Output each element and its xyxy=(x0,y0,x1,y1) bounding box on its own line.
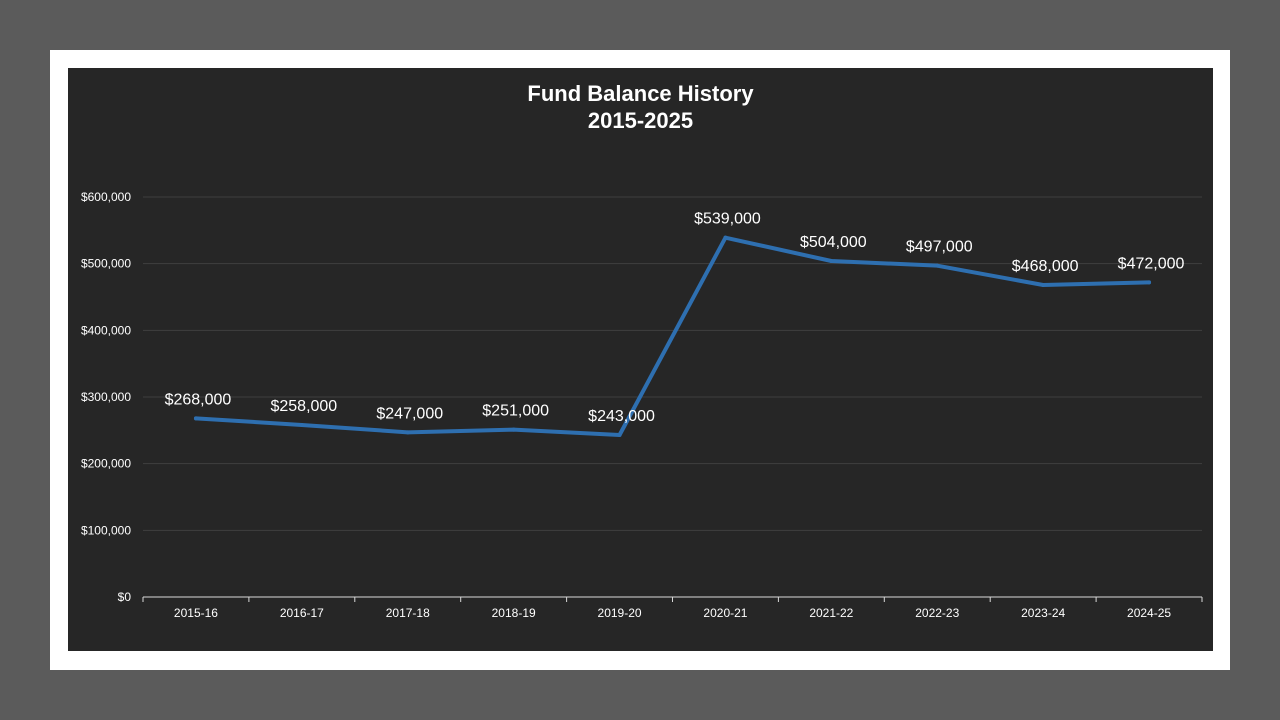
data-label: $472,000 xyxy=(1118,255,1185,272)
data-label: $539,000 xyxy=(694,211,761,228)
data-point xyxy=(723,235,728,240)
data-label: $247,000 xyxy=(376,405,443,422)
y-tick-label: $500,000 xyxy=(81,257,131,271)
data-point xyxy=(511,427,516,432)
y-tick-label: $400,000 xyxy=(81,323,131,337)
chart-subtitle: 2015-2025 xyxy=(587,108,694,133)
data-point xyxy=(1147,280,1152,285)
data-label: $504,000 xyxy=(800,234,867,251)
data-point xyxy=(935,263,940,268)
chart-area: Fund Balance History 2015-2025 $0 $100,00… xyxy=(68,68,1213,651)
data-label: $497,000 xyxy=(906,239,973,256)
data-point xyxy=(405,430,410,435)
chart-title-block: Fund Balance History 2015-2025 xyxy=(68,80,1213,134)
line-chart: $0 $100,000 $200,000 $300,000 $400,000 $500,0… xyxy=(81,190,1203,620)
data-label: $468,000 xyxy=(1012,258,1079,275)
data-point xyxy=(829,259,834,263)
x-tick-label: 2022-23 xyxy=(915,606,959,620)
y-tick-label: $0 xyxy=(118,590,132,604)
chart-title: Fund Balance History xyxy=(527,81,754,106)
data-label: $251,000 xyxy=(482,403,549,420)
data-point xyxy=(617,433,622,437)
y-tick-label: $300,000 xyxy=(81,390,131,404)
data-point xyxy=(193,416,198,421)
x-tick-label: 2023-24 xyxy=(1021,606,1065,620)
x-tick-label: 2016-17 xyxy=(280,606,324,620)
x-tick-label: 2019-20 xyxy=(598,606,642,620)
data-point xyxy=(299,423,304,427)
y-tick-label: $200,000 xyxy=(81,457,131,471)
data-point xyxy=(1041,283,1046,287)
series-line xyxy=(193,235,1152,437)
x-tick-label: 2017-18 xyxy=(386,606,430,620)
data-label: $243,000 xyxy=(588,408,655,425)
x-tick-label: 2018-19 xyxy=(492,606,536,620)
x-tick-label: 2020-21 xyxy=(703,606,747,620)
x-tick-label: 2015-16 xyxy=(174,606,218,620)
y-tick-label: $600,000 xyxy=(81,190,131,204)
data-label: $268,000 xyxy=(165,391,232,408)
y-tick-label: $100,000 xyxy=(81,523,131,537)
x-tick-label: 2021-22 xyxy=(809,606,853,620)
data-label: $258,000 xyxy=(270,398,337,415)
x-tick-label: 2024-25 xyxy=(1127,606,1171,620)
